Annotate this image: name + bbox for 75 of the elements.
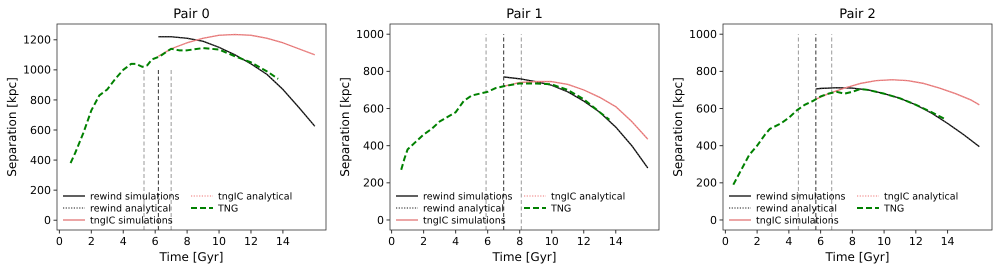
- x-tick-label: 0: [722, 235, 729, 248]
- x-tick-label: 14: [276, 235, 290, 248]
- legend-label: TNG: [550, 203, 572, 214]
- legend-label: rewind simulations: [90, 191, 180, 202]
- line-series: [815, 79, 980, 106]
- legend-label: tngIC analytical: [218, 191, 292, 202]
- y-tick-label: 400: [696, 140, 717, 153]
- legend-label: tngIC simulations: [756, 215, 839, 226]
- x-tick-label: 12: [908, 235, 923, 248]
- legend-label: rewind analytical: [90, 203, 171, 214]
- x-tick-label: 6: [152, 235, 159, 248]
- chart-title: Pair 0: [173, 7, 210, 22]
- x-tick-label: 12: [244, 235, 258, 248]
- line-series: [158, 36, 316, 127]
- chart-title: Pair 1: [506, 7, 543, 22]
- y-tick-label: 400: [363, 140, 384, 153]
- x-tick-label: 8: [848, 235, 856, 248]
- line-series: [400, 82, 610, 171]
- y-tick-label: 200: [30, 184, 51, 198]
- legend-label: tngIC simulations: [90, 215, 173, 226]
- x-tick-label: 0: [388, 235, 396, 248]
- y-tick-label: 800: [363, 65, 384, 78]
- y-tick-label: 0: [44, 214, 51, 228]
- x-tick-label: 14: [940, 235, 955, 248]
- y-axis-title: Separation [kpc]: [671, 77, 685, 177]
- y-tick-label: 800: [696, 65, 717, 78]
- y-tick-label: 400: [30, 154, 51, 167]
- y-tick-label: 0: [377, 214, 384, 227]
- x-tick-label: 10: [544, 235, 559, 248]
- chart-title: Pair 2: [839, 7, 876, 22]
- y-tick-label: 1000: [356, 28, 384, 42]
- x-axis-title: Time [Gyr]: [158, 250, 224, 264]
- x-tick-label: 14: [608, 235, 623, 248]
- x-tick-label: 6: [484, 235, 492, 248]
- line-series: [70, 47, 280, 164]
- x-tick-label: 12: [576, 235, 591, 248]
- legend-label: rewind simulations: [423, 191, 513, 202]
- legend-label: rewind simulations: [756, 191, 846, 202]
- x-tick-label: 8: [516, 235, 524, 248]
- line-series: [732, 88, 946, 186]
- legend-label: rewind analytical: [756, 203, 837, 214]
- legend-label: tngIC analytical: [551, 191, 626, 202]
- x-tick-label: 4: [785, 235, 792, 248]
- legend-label: TNG: [883, 203, 904, 214]
- line-series: [503, 76, 648, 169]
- x-tick-label: 2: [88, 235, 95, 248]
- x-tick-label: 10: [212, 235, 226, 248]
- y-tick-label: 600: [696, 102, 717, 116]
- y-axis-title: Separation [kpc]: [338, 77, 352, 177]
- x-tick-label: 8: [184, 235, 191, 248]
- x-tick-label: 2: [420, 235, 428, 248]
- y-tick-label: 200: [696, 176, 717, 190]
- x-tick-label: 0: [56, 235, 63, 248]
- y-tick-label: 1000: [689, 28, 717, 42]
- y-tick-label: 200: [363, 176, 384, 190]
- y-axis-title: Separation [kpc]: [5, 77, 19, 177]
- legend-label: rewind analytical: [423, 203, 504, 214]
- y-tick-label: 600: [363, 102, 384, 116]
- x-tick-label: 2: [754, 235, 761, 248]
- x-tick-label: 4: [452, 235, 460, 248]
- y-tick-label: 1200: [23, 34, 51, 47]
- line-series: [503, 80, 648, 140]
- line-series: [158, 34, 316, 57]
- x-axis-title: Time [Gyr]: [824, 250, 890, 264]
- legend-label: TNG: [217, 203, 238, 214]
- x-tick-label: 6: [817, 235, 824, 248]
- x-axis-title: Time [Gyr]: [492, 250, 556, 264]
- legend-label: tngIC simulations: [423, 215, 506, 226]
- x-tick-label: 10: [877, 235, 892, 248]
- y-tick-label: 1000: [23, 64, 51, 77]
- legend-label: tngIC analytical: [884, 191, 958, 202]
- x-tick-label: 4: [120, 235, 127, 248]
- y-tick-label: 800: [30, 94, 51, 107]
- y-tick-label: 0: [710, 214, 717, 227]
- y-tick-label: 600: [30, 124, 51, 137]
